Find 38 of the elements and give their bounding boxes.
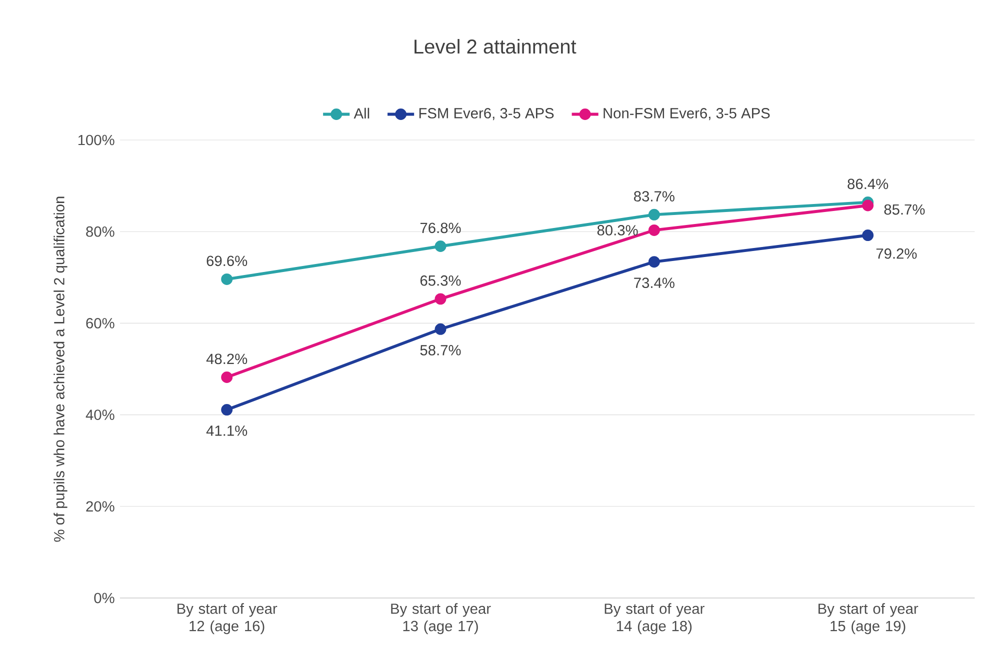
legend-label: FSM Ever6, 3-5 APS — [419, 108, 554, 120]
legend-label: All — [354, 108, 370, 118]
point — [221, 372, 233, 383]
point — [434, 240, 446, 252]
x-tick-label: By start of year 12 (age 16) — [178, 603, 278, 634]
data-label: 73.4% — [634, 278, 674, 288]
point — [221, 274, 233, 285]
point — [434, 293, 446, 305]
x-tick-label: By start of year 13 (age 17) — [391, 603, 491, 634]
data-label: 80.3% — [597, 225, 638, 236]
data-label: 86.4% — [848, 178, 888, 190]
data-label: 58.7% — [420, 344, 461, 356]
data-label: 76.8% — [420, 222, 461, 234]
y-axis-title: % of pupils who have achieved a Level 2 qualification — [54, 196, 68, 542]
y-tick-label: 20% — [86, 501, 114, 512]
point — [862, 230, 874, 241]
y-tick-label: 80% — [86, 226, 114, 237]
data-label: 85.7% — [884, 204, 925, 215]
data-label: 41.1% — [206, 426, 248, 436]
data-label: 79.2% — [876, 248, 917, 259]
chart-title: Level 2 attainment — [414, 38, 576, 54]
x-tick-label: By start of year 14 (age 18) — [604, 603, 704, 634]
y-tick-label: 0% — [94, 592, 114, 604]
data-label: 48.2% — [206, 354, 248, 364]
point — [648, 256, 660, 268]
data-label: 69.6% — [206, 256, 248, 266]
y-tick-label: 40% — [86, 410, 114, 420]
point — [648, 224, 660, 236]
y-tick-label: 100% — [78, 134, 114, 146]
y-tick-label: 60% — [86, 318, 114, 328]
data-label: 65.3% — [420, 275, 461, 286]
point — [434, 323, 446, 335]
legend-label: Non-FSM Ever6, 3-5 APS — [604, 108, 770, 120]
point — [648, 208, 660, 220]
data-label: 83.7% — [634, 191, 674, 202]
point — [862, 200, 874, 212]
point — [221, 404, 233, 416]
x-tick-label: By start of year 15 (age 19) — [818, 603, 918, 634]
